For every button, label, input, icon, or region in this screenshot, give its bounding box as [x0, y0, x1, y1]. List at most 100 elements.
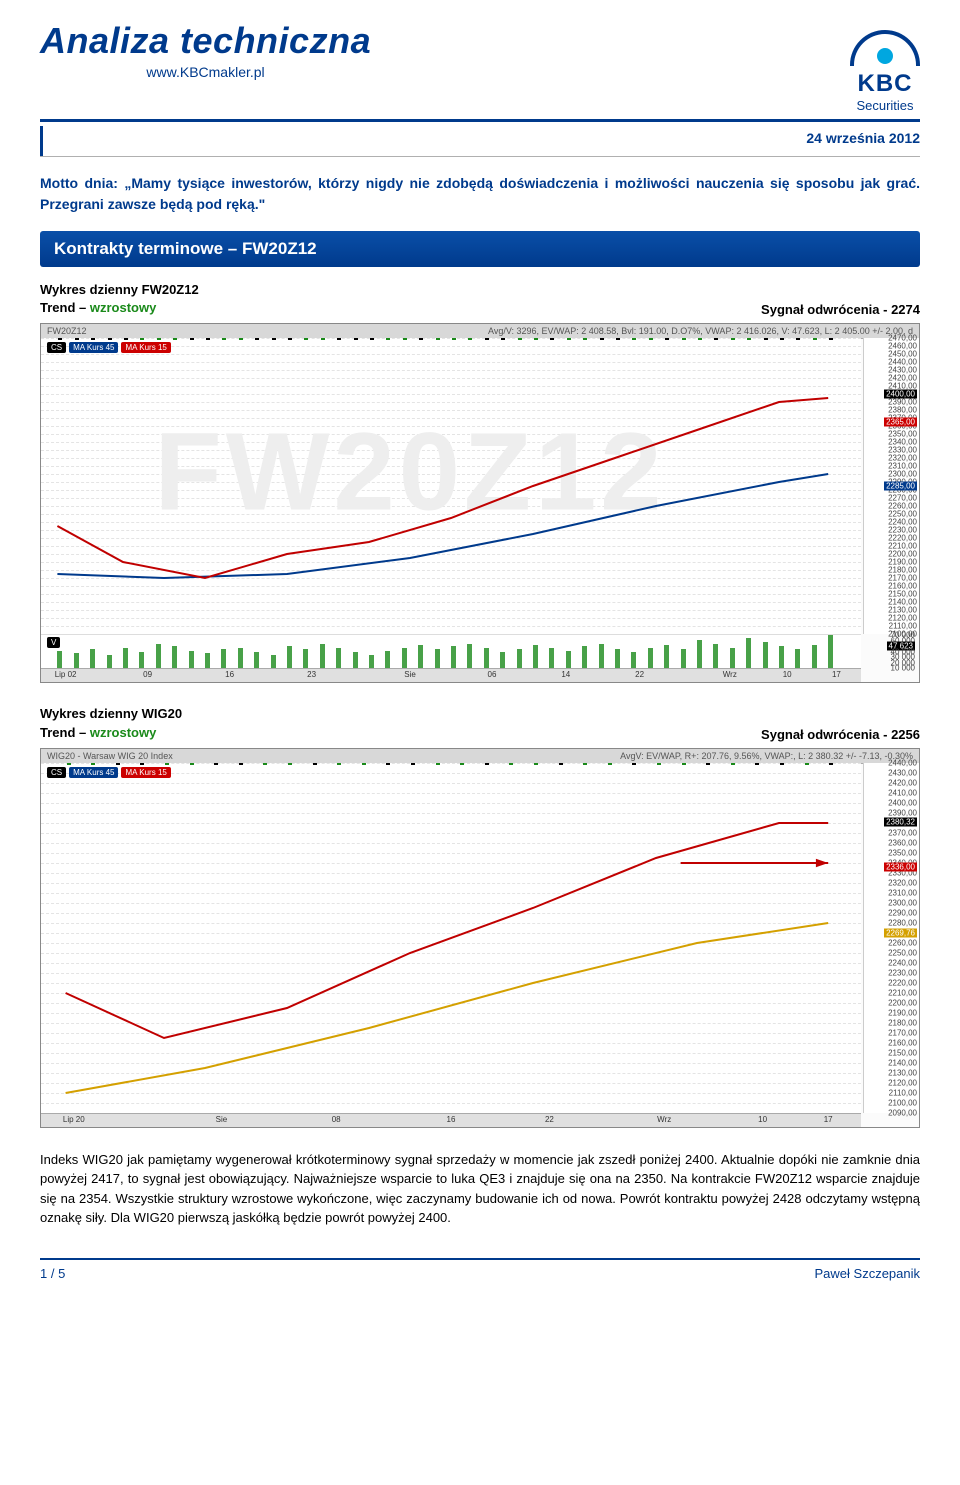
chart2-yaxis: 2090,002100,002110,002120,002130,002140,…: [863, 763, 919, 1113]
y-tick-label: 2330,00: [888, 446, 917, 455]
volume-bar: [779, 646, 784, 668]
volume-bar: [107, 655, 112, 669]
y-tick-label: 2440,00: [888, 758, 917, 767]
chart1-signal: Sygnał odwrócenia - 2274: [761, 302, 920, 317]
analysis-paragraph: Indeks WIG20 jak pamiętamy wygenerował k…: [40, 1150, 920, 1228]
y-tick-label: 2340,00: [888, 438, 917, 447]
y-tick-label: 2420,00: [888, 374, 917, 383]
y-tick-label: 2200,00: [888, 550, 917, 559]
chart1-meta: Wykres dzienny FW20Z12 Trend – wzrostowy…: [40, 281, 920, 317]
volume-bar: [418, 645, 423, 668]
y-highlight-label: 2400,00: [884, 390, 917, 399]
chart1-xaxis: Lip 02091623Sie061422Wrz1017: [41, 668, 861, 682]
y-tick-label: 2260,00: [888, 938, 917, 947]
y-tick-label: 2160,00: [888, 582, 917, 591]
y-tick-label: 2150,00: [888, 1048, 917, 1057]
chart1-title: Wykres dzienny FW20Z12: [40, 281, 199, 299]
y-tick-label: 2430,00: [888, 768, 917, 777]
volume-bar: [369, 655, 374, 669]
kbc-logo-icon: [850, 26, 920, 66]
y-tick-label: 2180,00: [888, 566, 917, 575]
chart2-trend-label: Trend –: [40, 725, 90, 740]
y-highlight-label: 2285,00: [884, 482, 917, 491]
chart2-topbar-left: WIG20 - Warsaw WIG 20 Index: [47, 751, 173, 761]
y-tick-label: 2390,00: [888, 398, 917, 407]
volume-bar: [156, 644, 161, 668]
y-highlight-label: 2336,00: [884, 862, 917, 871]
y-tick-label: 2190,00: [888, 1008, 917, 1017]
volume-bar: [599, 644, 604, 669]
y-tick-label: 2130,00: [888, 606, 917, 615]
volume-bar: [582, 646, 587, 668]
chart2-trend-value: wzrostowy: [90, 725, 156, 740]
chart2-topbar: WIG20 - Warsaw WIG 20 Index AvgV: EV/WAP…: [41, 749, 919, 764]
y-tick-label: 2170,00: [888, 574, 917, 583]
volume-bar: [730, 648, 735, 669]
y-tick-label: 2170,00: [888, 1028, 917, 1037]
volume-bar: [254, 652, 259, 669]
x-tick-label: 14: [561, 670, 570, 679]
y-tick-label: 2320,00: [888, 878, 917, 887]
y-tick-label: 2300,00: [888, 470, 917, 479]
y-tick-label: 2230,00: [888, 526, 917, 535]
x-tick-label: Wrz: [723, 670, 737, 679]
kbc-logo-text: KBC: [858, 70, 913, 98]
x-tick-label: 17: [832, 670, 841, 679]
y-tick-label: 2230,00: [888, 968, 917, 977]
volume-bar: [123, 648, 128, 669]
y-tick-label: 2140,00: [888, 598, 917, 607]
indicator-badge: CS: [47, 767, 66, 778]
volume-bar: [664, 645, 669, 668]
y-tick-label: 2280,00: [888, 918, 917, 927]
y-tick-label: 2200,00: [888, 998, 917, 1007]
chart1: FW20Z12 Avg/V: 3296, EV/WAP: 2 408.58, B…: [40, 323, 920, 683]
x-tick-label: Lip 20: [63, 1115, 85, 1124]
y-tick-label: 2240,00: [888, 518, 917, 527]
y-tick-label: 2390,00: [888, 808, 917, 817]
chart2-svg: [41, 763, 861, 1113]
volume-bar: [615, 649, 620, 668]
x-tick-label: 08: [332, 1115, 341, 1124]
volume-bar: [812, 645, 817, 668]
y-tick-label: 2310,00: [888, 888, 917, 897]
chart2-badges: CSMA Kurs 45MA Kurs 15: [47, 767, 171, 778]
x-tick-label: Lip 02: [55, 670, 77, 679]
chart2: WIG20 - Warsaw WIG 20 Index AvgV: EV/WAP…: [40, 748, 920, 1128]
volume-bar: [467, 644, 472, 669]
indicator-badge: CS: [47, 342, 66, 353]
volume-bar: [451, 646, 456, 668]
volume-bar: [189, 651, 194, 669]
y-tick-label: 2290,00: [888, 908, 917, 917]
y-tick-label: 2160,00: [888, 1038, 917, 1047]
chart2-xaxis: Lip 20Sie081622Wrz1017: [41, 1113, 861, 1127]
chart1-svg: [41, 338, 861, 634]
y-highlight-label: 2365,00: [884, 418, 917, 427]
volume-bar: [402, 648, 407, 669]
volume-bar: [172, 646, 177, 668]
x-tick-label: 22: [545, 1115, 554, 1124]
y-tick-label: 2430,00: [888, 366, 917, 375]
volume-bar: [139, 652, 144, 669]
chart2-signal: Sygnał odwrócenia - 2256: [761, 727, 920, 742]
volume-bar: [287, 646, 292, 668]
y-tick-label: 2320,00: [888, 454, 917, 463]
volume-bar: [795, 649, 800, 668]
indicator-badge: MA Kurs 45: [69, 767, 118, 778]
volume-bar: [631, 652, 636, 669]
y-tick-label: 2130,00: [888, 1068, 917, 1077]
section-title: Kontrakty terminowe – FW20Z12: [40, 231, 920, 267]
y-tick-label: 2310,00: [888, 462, 917, 471]
y-tick-label: 2360,00: [888, 838, 917, 847]
x-tick-label: 09: [143, 670, 152, 679]
x-tick-label: 10: [783, 670, 792, 679]
y-tick-label: 2120,00: [888, 614, 917, 623]
x-tick-label: 06: [488, 670, 497, 679]
y-tick-label: 2100,00: [888, 1098, 917, 1107]
vol-tick-label: 10 000: [891, 664, 915, 673]
y-tick-label: 2440,00: [888, 358, 917, 367]
chart2-title: Wykres dzienny WIG20: [40, 705, 182, 723]
volume-bar: [57, 651, 62, 668]
chart2-meta: Wykres dzienny WIG20 Trend – wzrostowy S…: [40, 705, 920, 741]
volume-bar: [271, 655, 276, 669]
volume-bar: [517, 649, 522, 668]
